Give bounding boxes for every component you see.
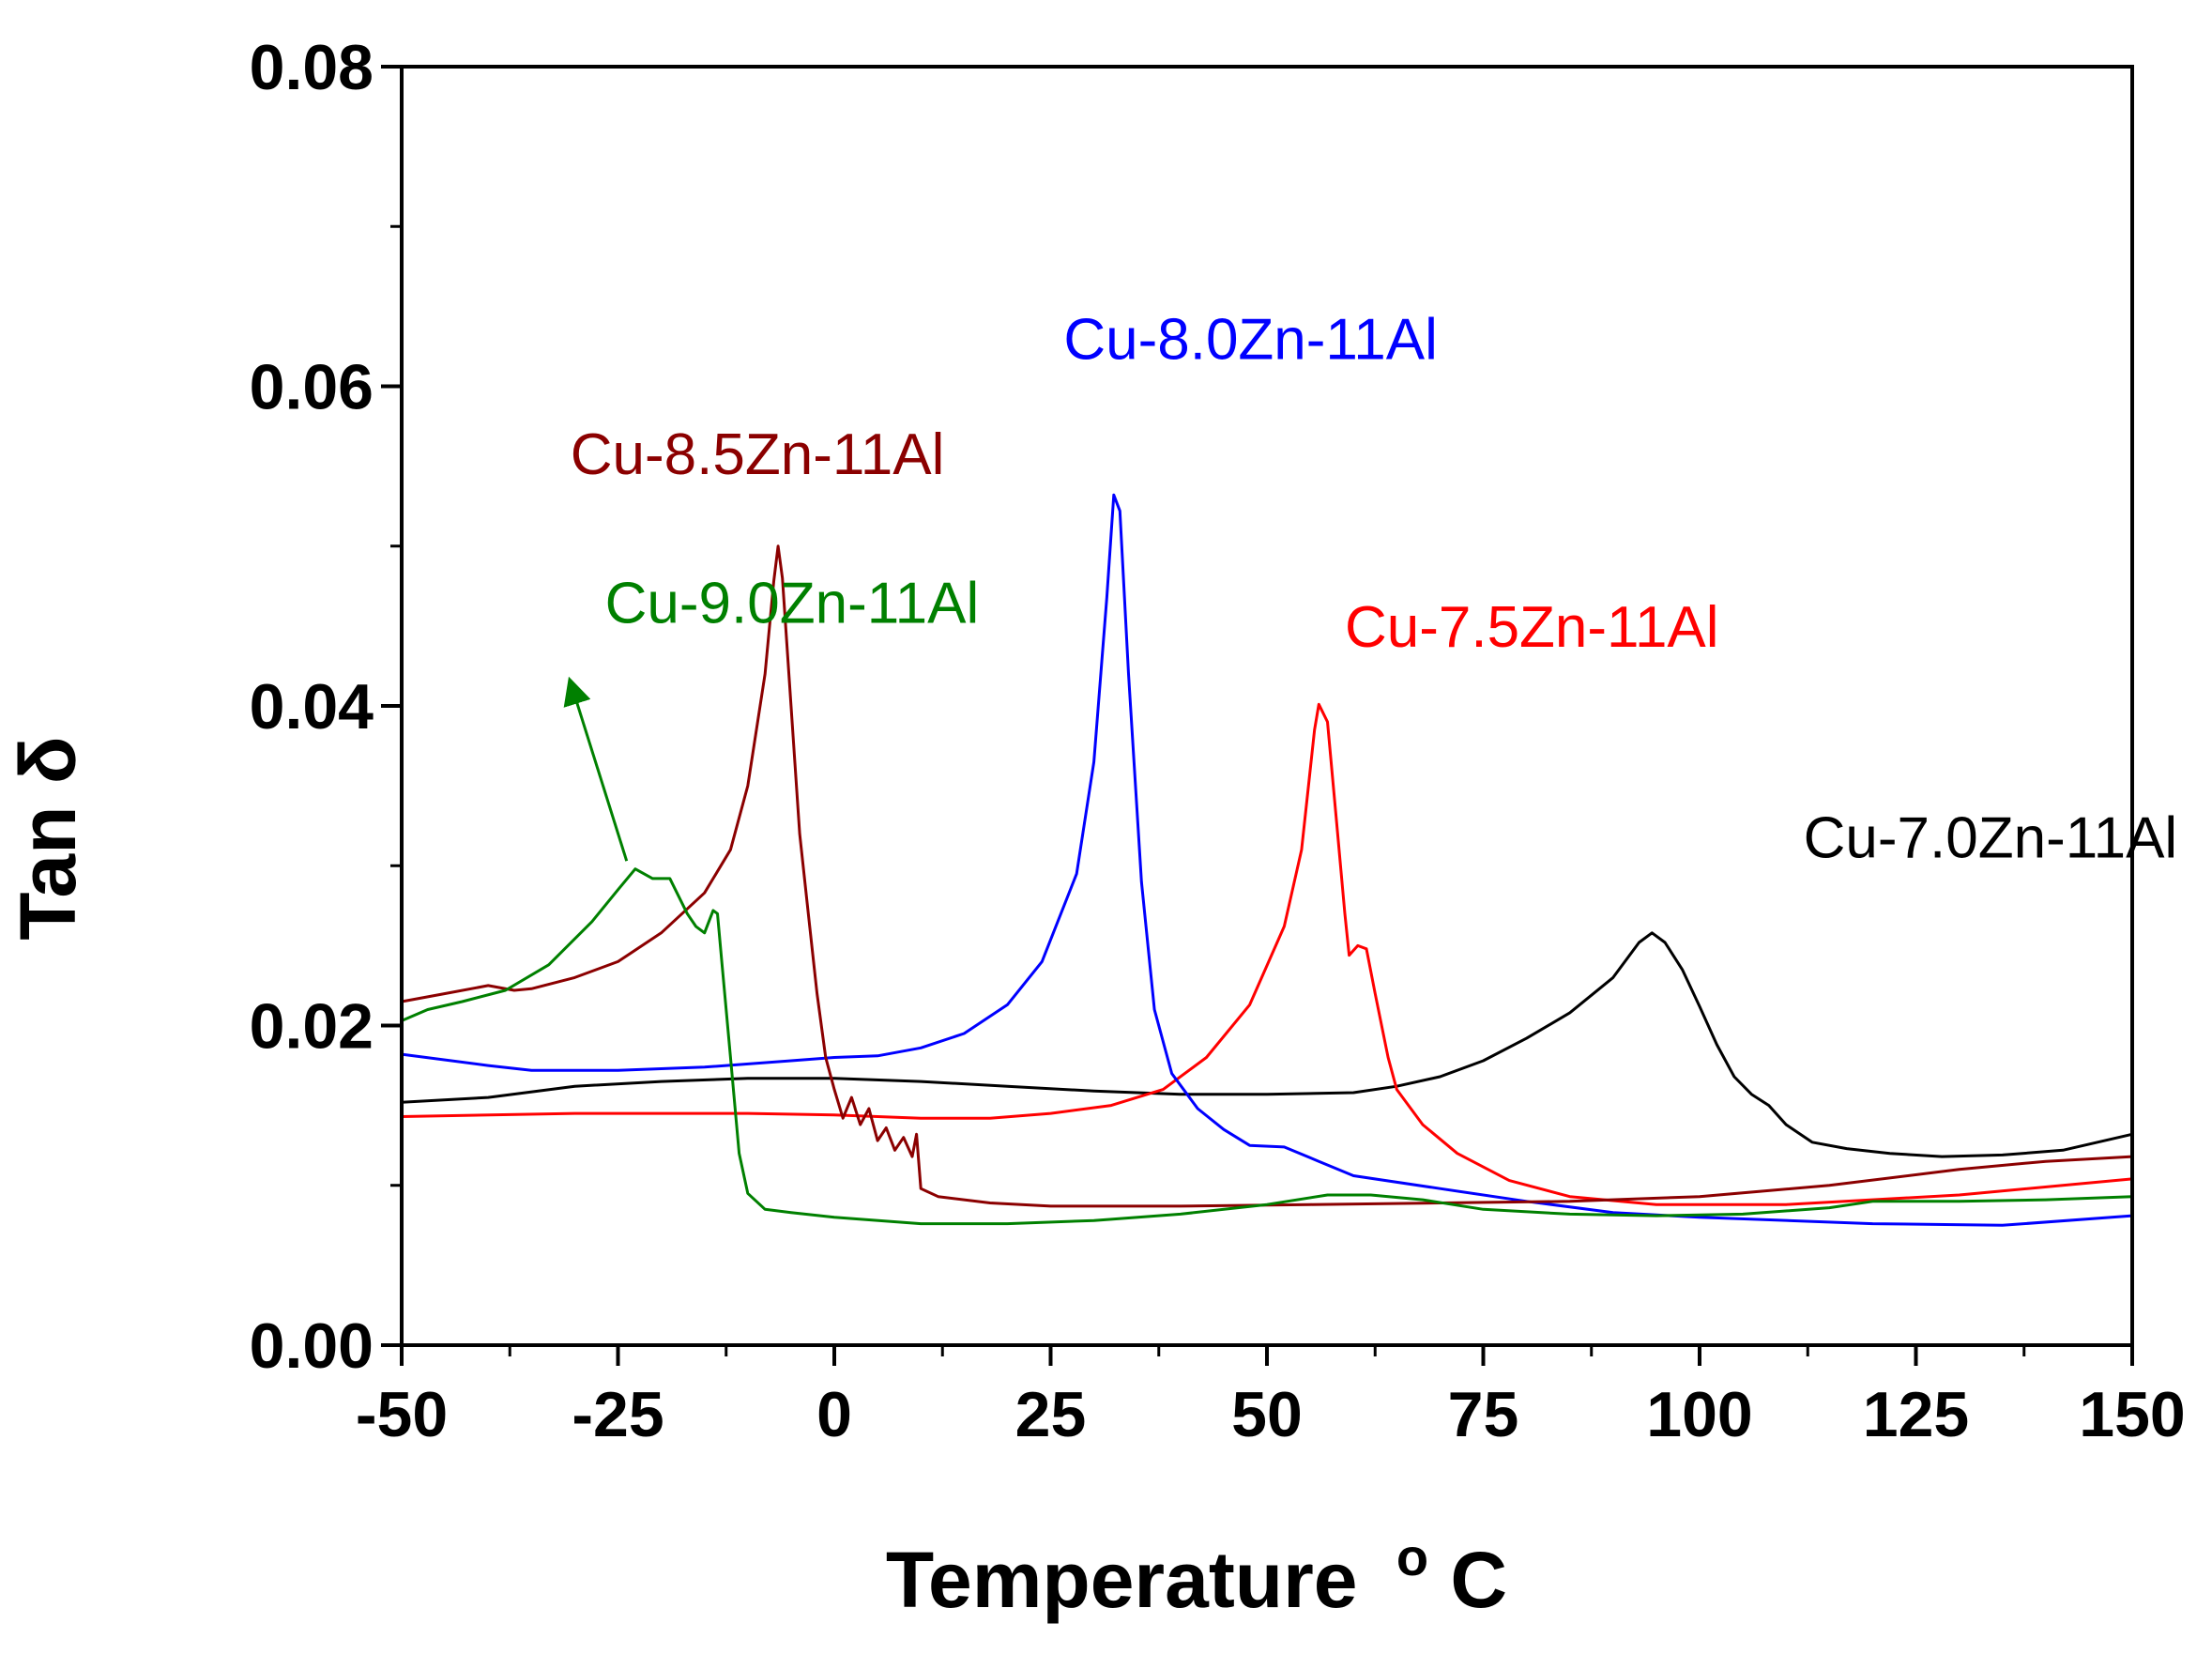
x-axis-title-text: Temperature (886, 1536, 1358, 1624)
y-tick-label: 0.08 (250, 32, 374, 103)
x-tick-label: -50 (356, 1379, 448, 1450)
series-line-cu-7-0zn-11al (401, 931, 2133, 1158)
y-axis-title: Tan δ (4, 736, 92, 940)
series-line-cu-8-0zn-11al (401, 493, 2133, 1227)
series-label-cu-8-5zn-11al: Cu-8.5Zn-11Al (571, 422, 945, 487)
annotation-layer (563, 676, 629, 862)
series-label-cu-8-0zn-11al: Cu-8.0Zn-11Al (1063, 308, 1438, 373)
series-line-cu-9-0zn-11al (401, 867, 2133, 1226)
x-tick-label: 150 (2079, 1379, 2185, 1450)
plot-area-frame (400, 65, 2134, 1347)
series-label-cu-7-5zn-11al: Cu-7.5Zn-11Al (1345, 595, 1719, 660)
x-axis-title-degree: o (1396, 1527, 1428, 1586)
x-tick-label: 75 (1448, 1379, 1519, 1450)
y-tick-label: 0.04 (250, 671, 374, 743)
series-layer (401, 493, 2133, 1227)
x-tick-label: 125 (1863, 1379, 1969, 1450)
series-labels: Cu-7.0Zn-11Al Cu-7.5Zn-11Al Cu-8.0Zn-11Al C… (571, 308, 2177, 871)
x-tick-label: 25 (1015, 1379, 1087, 1450)
x-tick-label: 50 (1231, 1379, 1303, 1450)
series-line-cu-8-5zn-11al (401, 544, 2133, 1208)
series-label-cu-9-0zn-11al: Cu-9.0Zn-11Al (605, 571, 980, 636)
y-tick-label: 0.02 (250, 991, 374, 1063)
y-tick-label: 0.06 (250, 352, 374, 423)
x-tick-label: 0 (816, 1379, 852, 1450)
annotation-arrow (563, 676, 629, 862)
x-tick-label: -25 (572, 1379, 664, 1450)
y-tick-label: 0.00 (250, 1310, 374, 1382)
series-label-cu-7-0zn-11al: Cu-7.0Zn-11Al (1804, 806, 2178, 871)
axis-ticks: -50 -25 0 25 50 75 100 125 150 0.00 0.02 0.04 0.06 0.… (250, 32, 2186, 1450)
series-line-cu-7-5zn-11al (401, 702, 2133, 1206)
x-tick-label: 100 (1646, 1379, 1752, 1450)
x-axis-title: Temperature o C (886, 1504, 1507, 1624)
x-axis-title-unit: C (1450, 1536, 1507, 1624)
